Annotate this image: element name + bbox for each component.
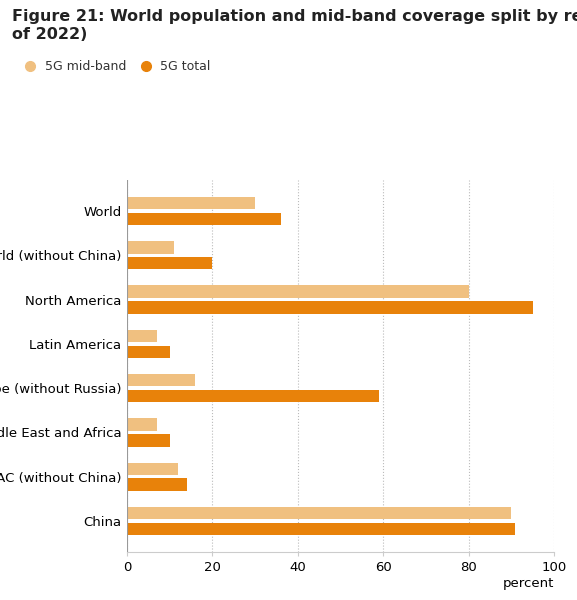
Bar <box>127 241 174 254</box>
Text: 5G mid-band: 5G mid-band <box>45 60 126 73</box>
Bar <box>127 346 170 358</box>
Bar <box>127 434 170 446</box>
Bar <box>127 286 469 298</box>
X-axis label: percent: percent <box>503 577 554 590</box>
FancyBboxPatch shape <box>0 52 129 81</box>
Text: 5G total: 5G total <box>160 60 211 73</box>
Text: Figure 21: World population and mid-band coverage split by region (end: Figure 21: World population and mid-band… <box>12 9 577 24</box>
Bar <box>127 374 195 386</box>
Bar <box>127 197 255 209</box>
Bar <box>127 257 212 269</box>
Bar <box>127 463 178 475</box>
Bar <box>127 213 280 225</box>
Bar <box>127 418 157 431</box>
Bar <box>127 329 157 342</box>
Bar <box>127 390 379 403</box>
FancyBboxPatch shape <box>114 52 244 81</box>
Bar <box>127 301 533 314</box>
Bar <box>127 478 187 491</box>
Text: of 2022): of 2022) <box>12 27 87 42</box>
Bar <box>127 523 515 535</box>
Bar <box>127 507 511 519</box>
